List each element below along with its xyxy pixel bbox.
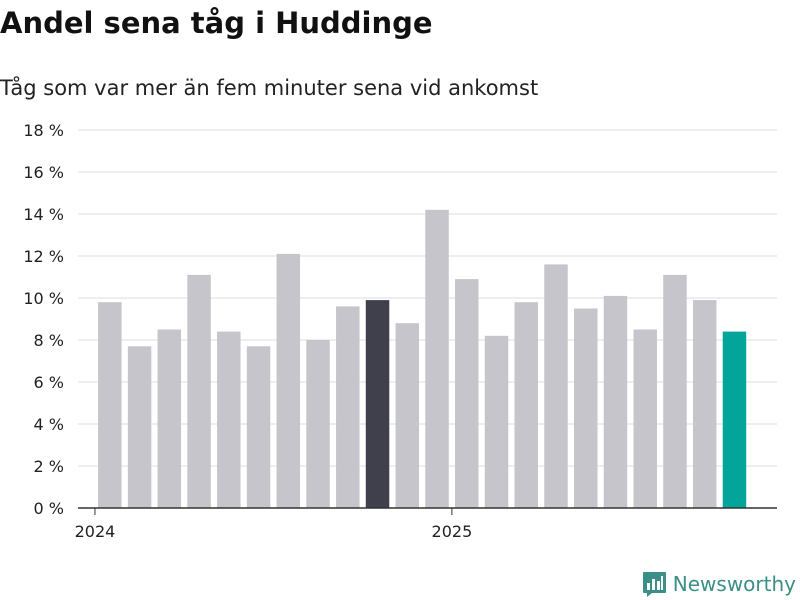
brand: Newsworthy	[642, 569, 796, 599]
y-tick-label: 14 %	[23, 205, 64, 224]
y-tick-label: 6 %	[34, 373, 64, 392]
bar	[127, 346, 152, 508]
y-tick-label: 4 %	[34, 415, 64, 434]
chart-subtitle: Tåg som var mer än fem minuter sena vid …	[0, 76, 539, 100]
bar	[633, 329, 657, 508]
bar	[306, 340, 330, 508]
bar	[603, 295, 628, 508]
x-tick-label: 2025	[432, 522, 473, 541]
bar	[246, 346, 271, 508]
bar	[187, 274, 211, 508]
y-tick-label: 8 %	[34, 331, 64, 350]
y-tick-label: 2 %	[34, 457, 64, 476]
bar	[573, 308, 598, 508]
chart-title: Andel sena tåg i Huddinge	[0, 6, 433, 40]
brand-name: Newsworthy	[672, 572, 796, 596]
y-tick-label: 16 %	[23, 163, 64, 182]
bar	[455, 279, 479, 508]
bar	[692, 300, 717, 508]
bar	[514, 302, 539, 508]
y-tick-label: 0 %	[34, 499, 64, 518]
bar	[395, 323, 420, 508]
bar	[276, 253, 301, 508]
y-tick-label: 12 %	[23, 247, 64, 266]
bar-chart: 0 % 2 % 4 % 6 % 8 % 10 % 12 % 14 % 16 % 18 % 2024…	[23, 121, 777, 541]
bar	[98, 302, 122, 508]
y-tick-label: 10 %	[23, 289, 64, 308]
bar	[217, 331, 241, 508]
bar	[157, 329, 182, 508]
bar	[336, 306, 360, 508]
y-axis-tick-labels: 0 % 2 % 4 % 6 % 8 % 10 % 12 % 14 % 16 % 18 %	[23, 121, 64, 518]
newsworthy-logo-icon	[642, 571, 666, 597]
bar	[544, 264, 568, 508]
y-tick-label: 18 %	[23, 121, 64, 140]
bar	[663, 274, 687, 508]
bar	[484, 335, 509, 508]
bar	[722, 331, 747, 508]
x-tick-label: 2024	[75, 522, 116, 541]
bar	[365, 300, 390, 508]
bar	[425, 209, 449, 509]
bars	[98, 209, 747, 509]
x-axis-ticks: 2024 2025	[75, 508, 473, 541]
